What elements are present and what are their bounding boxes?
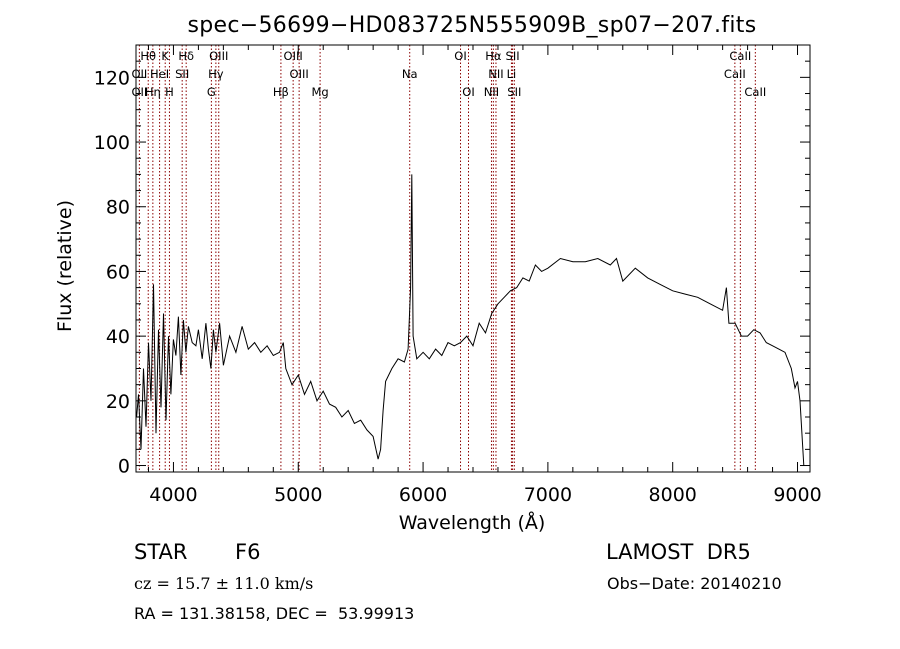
- spectral-line-label: SII: [506, 49, 520, 63]
- spectral-line-label: OI: [454, 49, 466, 63]
- spectral-line-label: OIII: [284, 49, 303, 63]
- x-tick-label: 7000: [524, 484, 572, 506]
- spectral-line-label: Hγ: [208, 67, 224, 81]
- spectral-line-label: OII: [131, 85, 147, 99]
- object-class: STAR: [134, 540, 188, 564]
- x-tick-label: 9000: [773, 484, 821, 506]
- subclass: F6: [235, 540, 261, 564]
- spectral-line-label: SII: [175, 67, 189, 81]
- spectral-line-label: NII: [484, 85, 499, 99]
- y-tick-label: 40: [106, 326, 130, 348]
- spectral-line-label: NII: [488, 67, 503, 81]
- spectral-line-label: G: [207, 85, 216, 99]
- spectral-line-label: K: [161, 49, 169, 63]
- spectral-line-label: OI: [462, 85, 474, 99]
- survey-name: LAMOST DR5: [606, 540, 751, 564]
- plot-frame: [135, 44, 811, 473]
- spectral-line-label: Li: [507, 67, 517, 81]
- spectral-line-label: Hβ: [273, 85, 289, 99]
- x-tick-label: 6000: [399, 484, 447, 506]
- spectral-line-label: OIII: [209, 49, 228, 63]
- x-tick-label: 5000: [274, 484, 322, 506]
- x-tick-label: 8000: [649, 484, 697, 506]
- redshift-cz: cz = 15.7 ± 11.0 km/s: [134, 574, 314, 593]
- y-axis: 0 20 40 60 80 100 120: [94, 60, 810, 478]
- y-tick-label: 0: [118, 456, 130, 478]
- x-tick-label: 4000: [149, 484, 197, 506]
- flux-series-line: [136, 174, 805, 466]
- y-axis-label: Flux (relative): [54, 200, 76, 332]
- spectral-line-label: CaII: [744, 85, 766, 99]
- spectral-line-label: Hθ: [140, 49, 156, 63]
- spectral-line-label: Hη: [145, 85, 161, 99]
- spectral-line-label: CaII: [729, 49, 751, 63]
- spectral-line-label: OIII: [290, 67, 309, 81]
- spectral-line-label: Hδ: [178, 49, 194, 63]
- y-tick-label: 100: [94, 132, 130, 154]
- y-tick-label: 80: [106, 197, 130, 219]
- y-tick-label: 20: [106, 391, 130, 413]
- coordinates: RA = 131.38158, DEC = 53.99913: [134, 604, 415, 623]
- x-axis: 4000 5000 6000 7000 8000 9000: [147, 45, 822, 506]
- spectral-line-label: H: [165, 85, 174, 99]
- chart-title: spec−56699−HD083725N555909B_sp07−207.fit…: [188, 13, 757, 38]
- y-tick-label: 120: [94, 67, 130, 89]
- spectral-line-label: Mg: [311, 85, 328, 99]
- spectral-line-label: SII: [507, 85, 521, 99]
- y-tick-label: 60: [106, 261, 130, 283]
- spectral-line-label: Na: [402, 67, 418, 81]
- x-axis-label: Wavelength (Å): [399, 511, 546, 534]
- spectral-line-label: Hα: [485, 49, 502, 63]
- spectral-line-label: OII: [131, 67, 147, 81]
- spectral-line-label: HeI: [150, 67, 169, 81]
- spectral-line-labels: Hθ K Hδ OIII OIII OI Hα SII CaII OII HeI SII Hγ OIII N…: [131, 49, 766, 99]
- observation-date: Obs−Date: 20140210: [607, 574, 782, 593]
- spectral-line-markers: [138, 45, 756, 472]
- spectral-line-label: CaII: [724, 67, 746, 81]
